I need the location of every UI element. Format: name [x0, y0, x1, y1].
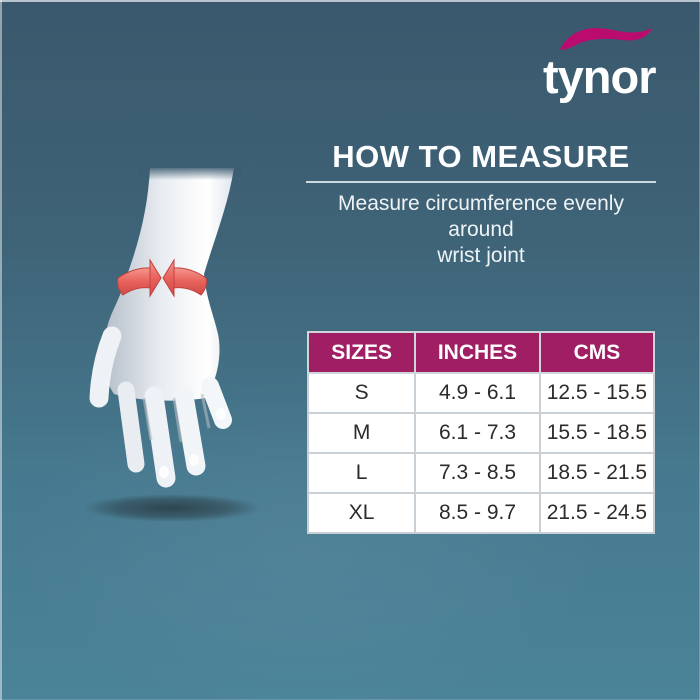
size-cell: M [306, 412, 417, 455]
size-cell: XL [306, 492, 417, 535]
page-title: HOW TO MEASURE [332, 139, 630, 174]
inches-cell: 4.9 - 6.1 [414, 372, 541, 415]
brand-name: tynor [543, 50, 657, 103]
cms-cell: 21.5 - 24.5 [538, 492, 656, 535]
inches-cell: 7.3 - 8.5 [414, 452, 541, 495]
title-underline [306, 181, 656, 184]
brand-logo: tynor [543, 24, 683, 103]
column-header-sizes: SIZES [306, 331, 417, 375]
measure-instructions: Measure circumference evenly around wris… [306, 191, 656, 269]
size-cell: S [306, 372, 417, 415]
cms-cell: 12.5 - 15.5 [538, 372, 656, 415]
column-header-inches: INCHES [414, 331, 541, 375]
table-row-m: M 6.1 - 7.3 15.5 - 18.5 [306, 412, 656, 455]
inches-cell: 6.1 - 7.3 [414, 412, 541, 455]
logo-swoosh-icon [560, 28, 652, 50]
hand-illustration-svg [84, 166, 260, 522]
finger-pinky [117, 381, 145, 473]
instructions-line-1: Measure circumference evenly around [338, 192, 624, 242]
thumb-shape [89, 326, 122, 408]
inches-cell: 8.5 - 9.7 [414, 492, 541, 535]
size-chart-table: SIZES INCHES CMS S 4.9 - 6.1 12.5 - 15.5… [306, 331, 656, 535]
size-cell: L [306, 452, 417, 495]
cms-cell: 18.5 - 21.5 [538, 452, 656, 495]
instructions-line-2: wrist joint [437, 244, 525, 268]
hand-shadow [84, 494, 260, 522]
table-row-s: S 4.9 - 6.1 12.5 - 15.5 [306, 372, 656, 415]
wrist-measurement-illustration [60, 140, 320, 540]
cms-cell: 15.5 - 18.5 [538, 412, 656, 455]
column-header-cms: CMS [538, 331, 656, 375]
finger-ring [144, 386, 176, 488]
table-header-row: SIZES INCHES CMS [306, 331, 656, 375]
table-row-xl: XL 8.5 - 9.7 21.5 - 24.5 [306, 492, 656, 535]
measure-panel: HOW TO MEASURE Measure circumference eve… [306, 139, 656, 535]
measure-band-arrows-icon [117, 258, 207, 298]
table-row-l: L 7.3 - 8.5 18.5 - 21.5 [306, 452, 656, 495]
